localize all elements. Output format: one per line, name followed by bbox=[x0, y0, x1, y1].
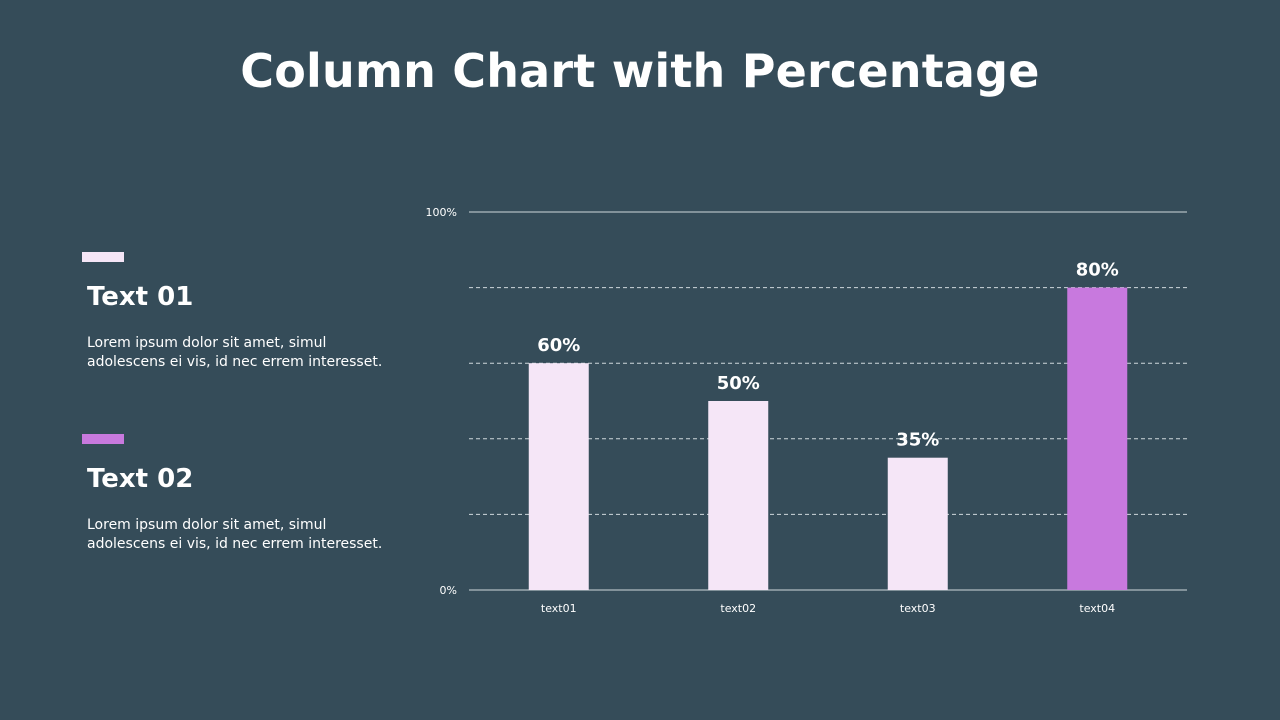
x-tick-label: text03 bbox=[900, 602, 936, 615]
data-label-text01: 60% bbox=[537, 335, 580, 356]
y-tick-label: 100% bbox=[426, 206, 457, 219]
legend-swatch-text02 bbox=[82, 434, 124, 444]
y-tick-label: 0% bbox=[440, 584, 457, 597]
legend-body-text01: Lorem ipsum dolor sit amet, simul adoles… bbox=[87, 335, 383, 370]
x-tick-label: text01 bbox=[541, 602, 577, 615]
data-label-text04: 80% bbox=[1076, 260, 1119, 281]
legend-body-text02: Lorem ipsum dolor sit amet, simul adoles… bbox=[87, 517, 383, 552]
legend-heading-text02: Text 02 bbox=[87, 464, 194, 494]
legend-swatch-text01 bbox=[82, 252, 124, 262]
data-label-text03: 35% bbox=[896, 430, 939, 451]
bar-text01 bbox=[528, 363, 589, 590]
legend-heading-text01: Text 01 bbox=[87, 282, 194, 312]
legend-item-text01: Text 01 Lorem ipsum dolor sit amet, simu… bbox=[82, 252, 402, 372]
x-tick-label: text04 bbox=[1079, 602, 1115, 615]
bar-text02 bbox=[708, 401, 769, 590]
legend-item-text02: Text 02 Lorem ipsum dolor sit amet, simu… bbox=[82, 434, 402, 554]
bar-text04 bbox=[1067, 287, 1128, 590]
bar-text03 bbox=[887, 457, 948, 590]
data-label-text02: 50% bbox=[717, 373, 760, 394]
page-title: Column Chart with Percentage bbox=[240, 44, 1040, 98]
x-tick-label: text02 bbox=[720, 602, 756, 615]
